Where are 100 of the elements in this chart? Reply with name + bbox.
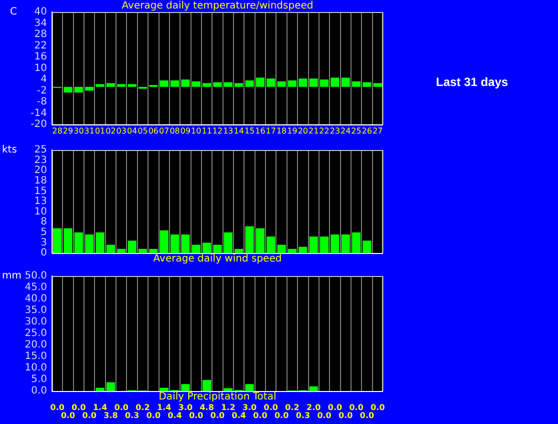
- y-tick-label: 4: [40, 74, 47, 86]
- y-tick-label: 0: [40, 248, 47, 259]
- bar: [341, 78, 350, 87]
- bar: [192, 81, 200, 87]
- data-label: 0.0: [317, 411, 332, 420]
- data-label: 4.8: [200, 403, 214, 412]
- x-tick-label: 14: [234, 126, 244, 136]
- y-tick-label: 10: [34, 206, 47, 218]
- y-tick-label: 28: [34, 29, 47, 40]
- data-label: 0.0: [338, 411, 354, 420]
- data-label: 0.4: [168, 411, 182, 420]
- y-tick-label: 5.0: [31, 374, 47, 386]
- y-tick-label: 16: [34, 52, 47, 63]
- bar: [245, 80, 254, 87]
- data-label: 0.0: [114, 403, 129, 412]
- bar: [362, 240, 372, 253]
- y-tick-label: 22: [34, 40, 47, 52]
- data-label: 0.0: [72, 403, 86, 412]
- x-tick-label: 22: [319, 126, 330, 136]
- data-label: 0.0: [60, 411, 76, 420]
- text: Average daily wind speed: [153, 254, 282, 265]
- x-tick-label: 01: [94, 126, 106, 136]
- y-tick-label: 5: [40, 226, 47, 238]
- data-label: 3.8: [104, 411, 118, 420]
- bar: [245, 226, 254, 253]
- y-tick-label: 45.0: [24, 282, 47, 294]
- y-tick-label: -20: [30, 118, 47, 130]
- bar: [74, 86, 83, 93]
- data-label: 0.3: [296, 411, 310, 420]
- bar: [288, 248, 297, 253]
- y-tick-label: 3: [40, 237, 47, 248]
- data-label: 3.0: [242, 403, 258, 412]
- bar: [224, 82, 232, 87]
- data-label: 0.0: [264, 403, 278, 412]
- x-tick-label: 24: [340, 126, 351, 136]
- bar: [266, 78, 276, 87]
- data-label: 0.0: [253, 411, 268, 420]
- bar: [320, 236, 329, 253]
- bar: [85, 86, 94, 91]
- x-tick-label: 23: [330, 126, 340, 136]
- x-tick-label: 29: [62, 126, 74, 136]
- data-label: 0.0: [50, 403, 65, 412]
- bar: [309, 386, 318, 391]
- y-tick-label: 34: [34, 18, 47, 29]
- x-tick-label: 02: [106, 126, 116, 136]
- bar: [181, 234, 190, 253]
- bar: [192, 244, 200, 253]
- x-tick-label: 11: [202, 126, 212, 136]
- bar: [373, 83, 382, 87]
- y-tick-label: -2: [37, 85, 47, 96]
- data-label: 0.0: [328, 403, 342, 412]
- bar: [160, 80, 168, 87]
- y-tick-label: 50.0: [24, 270, 47, 282]
- bar: [352, 232, 361, 253]
- y-axis-title: mm: [2, 270, 22, 282]
- bar: [213, 82, 222, 87]
- y-axis-title: kts: [2, 144, 17, 156]
- bar: [320, 79, 329, 87]
- bar: [74, 232, 83, 253]
- bar: [352, 81, 361, 87]
- y-tick-label: 8: [40, 216, 47, 228]
- bar: [245, 384, 254, 391]
- x-tick-label: 26: [362, 126, 372, 136]
- bar: [53, 228, 62, 253]
- x-tick-label: 16: [255, 126, 266, 136]
- bar: [234, 83, 244, 87]
- data-label: 0.3: [124, 411, 140, 420]
- x-tick-label: 08: [170, 126, 180, 136]
- bar: [309, 78, 318, 87]
- bar: [330, 78, 340, 87]
- bar: [117, 248, 126, 253]
- y-tick-label: 10: [34, 62, 47, 74]
- data-label: 0.0: [189, 411, 204, 420]
- bar: [202, 83, 212, 87]
- data-label: 0.0: [349, 403, 364, 412]
- y-tick-label: 40: [34, 6, 47, 18]
- y-axis-title: C: [10, 6, 17, 18]
- y-tick-label: -8: [37, 96, 47, 108]
- bar: [64, 86, 72, 93]
- data-label: 2.0: [306, 403, 322, 412]
- x-tick-label: 27: [372, 126, 383, 136]
- bar: [170, 80, 180, 87]
- bar: [160, 230, 168, 253]
- x-tick-label: 07: [159, 126, 170, 136]
- bar: [96, 84, 104, 87]
- bar: [106, 244, 115, 253]
- data-label: 3.0: [178, 403, 193, 412]
- bar: [106, 83, 115, 87]
- bar: [277, 81, 286, 87]
- y-tick-label: 15: [34, 186, 47, 197]
- y-tick-label: 25.0: [24, 328, 47, 340]
- x-tick-label: 21: [308, 126, 319, 136]
- x-tick-label: 06: [148, 126, 159, 136]
- bar: [330, 234, 340, 253]
- x-tick-label: 28: [52, 126, 62, 136]
- data-label: 0.0: [82, 411, 97, 420]
- y-tick-label: 35.0: [24, 305, 47, 316]
- bar: [181, 384, 190, 391]
- y-tick-label: 30.0: [24, 316, 47, 328]
- bar: [234, 248, 244, 253]
